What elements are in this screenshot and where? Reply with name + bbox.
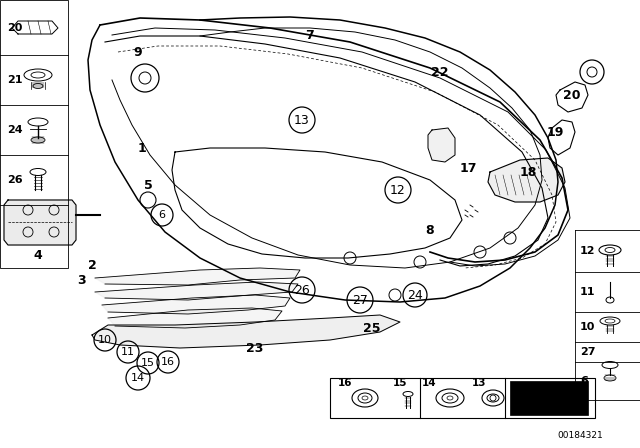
Text: 19: 19 (547, 125, 564, 138)
Text: 23: 23 (246, 341, 264, 354)
Text: 11: 11 (121, 347, 135, 357)
Bar (510, 381, 588, 415)
Text: 20: 20 (563, 89, 580, 102)
Text: 4: 4 (34, 249, 42, 262)
Polygon shape (95, 282, 298, 300)
Text: 17: 17 (460, 161, 477, 175)
Text: 13: 13 (294, 113, 310, 126)
Polygon shape (428, 128, 455, 162)
Text: 13: 13 (472, 378, 486, 388)
Text: 00184321: 00184321 (557, 431, 603, 439)
Polygon shape (108, 308, 282, 328)
Text: 16: 16 (161, 357, 175, 367)
Text: 7: 7 (306, 29, 314, 42)
Text: 21: 21 (7, 75, 22, 85)
Text: 20: 20 (7, 22, 22, 33)
Text: 24: 24 (407, 289, 423, 302)
Text: 27: 27 (580, 347, 595, 357)
Bar (330, 378, 595, 418)
Text: 26: 26 (7, 175, 22, 185)
Polygon shape (4, 200, 76, 245)
Text: 5: 5 (143, 178, 152, 191)
Text: 14: 14 (422, 378, 436, 388)
Text: 8: 8 (426, 224, 435, 237)
Text: 24: 24 (7, 125, 22, 135)
Polygon shape (172, 148, 462, 258)
Text: 3: 3 (77, 273, 86, 287)
Text: 26: 26 (294, 284, 310, 297)
Text: 18: 18 (519, 165, 537, 178)
Text: 12: 12 (390, 184, 406, 197)
Polygon shape (95, 268, 300, 285)
Text: 14: 14 (131, 373, 145, 383)
Polygon shape (102, 295, 290, 314)
Bar (0, 0, 68, 268)
Text: 10: 10 (98, 335, 112, 345)
Text: 6: 6 (159, 210, 166, 220)
Text: 15: 15 (393, 378, 408, 388)
Text: 6: 6 (580, 376, 588, 386)
Text: 25: 25 (364, 322, 381, 335)
Polygon shape (488, 158, 565, 202)
Polygon shape (92, 315, 400, 348)
Text: 2: 2 (88, 258, 97, 271)
Text: 10: 10 (580, 322, 595, 332)
Text: 12: 12 (580, 246, 595, 256)
Text: 9: 9 (134, 46, 142, 59)
Text: 1: 1 (138, 142, 147, 155)
Text: 27: 27 (352, 293, 368, 306)
Text: 22: 22 (431, 65, 449, 78)
Text: 16: 16 (338, 378, 353, 388)
Text: 15: 15 (141, 358, 155, 368)
Text: 11: 11 (580, 287, 595, 297)
